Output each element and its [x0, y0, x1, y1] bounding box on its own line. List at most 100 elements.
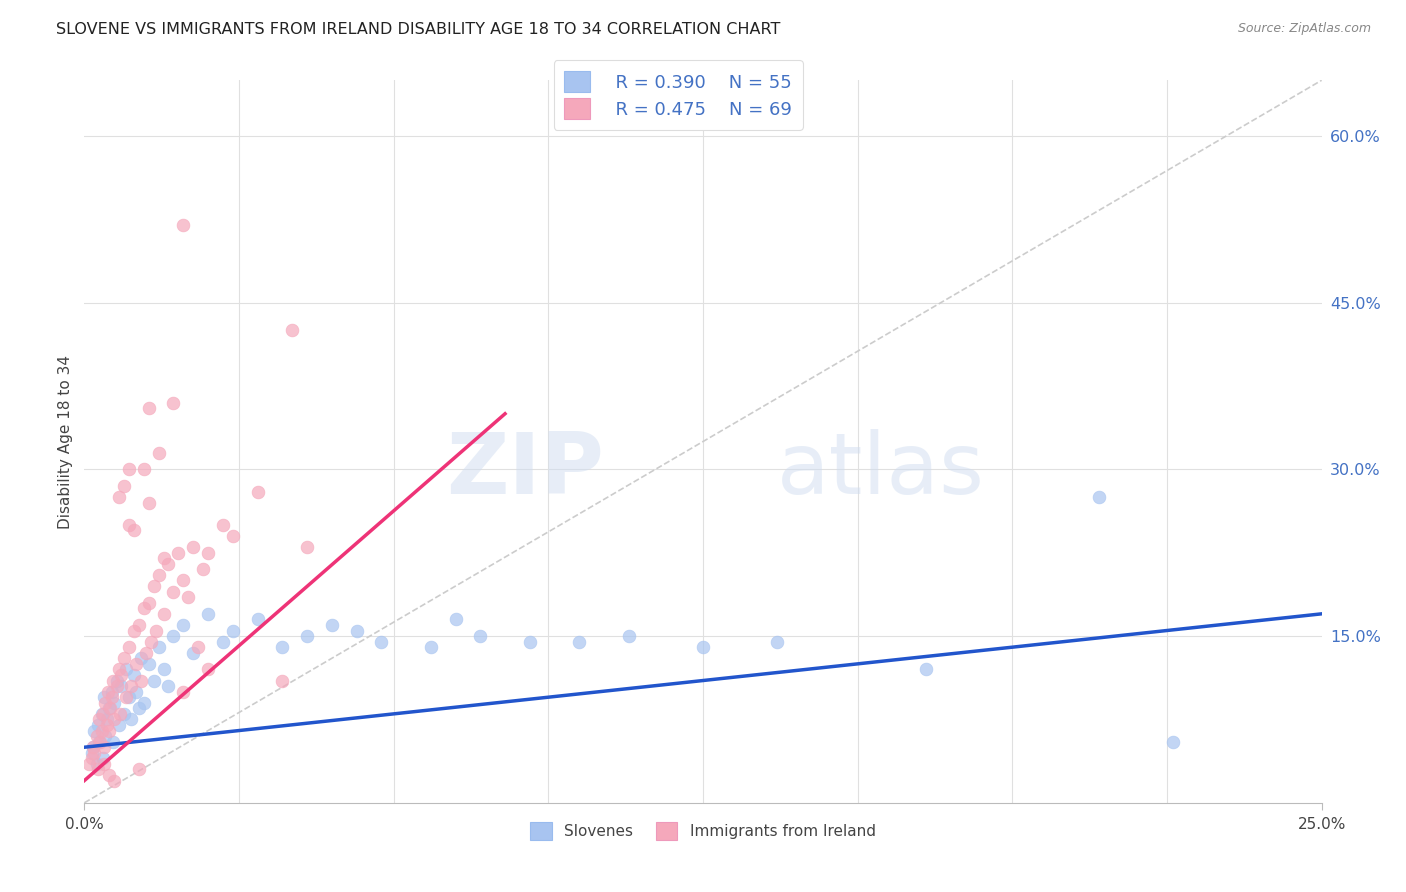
Point — [122, 524, 145, 538]
Point — [80, 746, 103, 760]
Point — [103, 696, 125, 710]
Text: ZIP: ZIP — [446, 429, 605, 512]
Point — [83, 723, 105, 738]
Point — [132, 601, 155, 615]
Point — [197, 546, 219, 560]
Point — [129, 651, 152, 665]
Point — [118, 517, 141, 532]
Point — [222, 624, 245, 638]
Point — [112, 479, 135, 493]
Point — [98, 723, 121, 738]
Point — [103, 773, 125, 788]
Point — [172, 618, 194, 632]
Point — [281, 323, 304, 337]
Point — [94, 729, 117, 743]
Point — [98, 768, 121, 782]
Point — [222, 529, 245, 543]
Point — [295, 540, 318, 554]
Point — [197, 607, 219, 621]
Point — [181, 646, 204, 660]
Point — [444, 612, 467, 626]
Point — [162, 395, 184, 409]
Point — [128, 763, 150, 777]
Point — [89, 734, 111, 748]
Point — [177, 590, 200, 604]
Point — [98, 701, 121, 715]
Point — [96, 713, 118, 727]
Point — [100, 684, 122, 698]
Point — [118, 690, 141, 705]
Point — [93, 756, 115, 771]
Point — [152, 607, 174, 621]
Point — [187, 640, 209, 655]
Point — [138, 401, 160, 416]
Point — [148, 445, 170, 459]
Point — [118, 462, 141, 476]
Point — [172, 684, 194, 698]
Y-axis label: Disability Age 18 to 34: Disability Age 18 to 34 — [58, 354, 73, 529]
Point — [110, 679, 132, 693]
Point — [157, 679, 180, 693]
Point — [138, 596, 160, 610]
Point — [181, 540, 204, 554]
Point — [108, 662, 131, 676]
Point — [1161, 734, 1184, 748]
Point — [138, 496, 160, 510]
Point — [321, 618, 343, 632]
Point — [91, 751, 114, 765]
Point — [120, 713, 142, 727]
Point — [93, 690, 115, 705]
Point — [125, 684, 148, 698]
Point — [101, 673, 124, 688]
Point — [86, 756, 108, 771]
Point — [212, 634, 235, 648]
Point — [162, 584, 184, 599]
Point — [90, 723, 112, 738]
Point — [191, 562, 214, 576]
Text: SLOVENE VS IMMIGRANTS FROM IRELAND DISABILITY AGE 18 TO 34 CORRELATION CHART: SLOVENE VS IMMIGRANTS FROM IRELAND DISAB… — [56, 22, 780, 37]
Point — [90, 706, 112, 721]
Point — [128, 618, 150, 632]
Point — [89, 734, 111, 748]
Point — [148, 568, 170, 582]
Point — [1088, 490, 1111, 504]
Point — [122, 624, 145, 638]
Point — [132, 696, 155, 710]
Point — [142, 673, 165, 688]
Point — [145, 624, 167, 638]
Point — [105, 679, 128, 693]
Point — [141, 634, 163, 648]
Point — [914, 662, 936, 676]
Point — [100, 690, 122, 705]
Point — [87, 763, 110, 777]
Point — [120, 679, 142, 693]
Point — [97, 684, 120, 698]
Point — [152, 662, 174, 676]
Point — [112, 706, 135, 721]
Point — [105, 673, 128, 688]
Point — [246, 484, 269, 499]
Point — [370, 634, 392, 648]
Point — [172, 218, 194, 232]
Point — [122, 668, 145, 682]
Point — [93, 740, 115, 755]
Point — [172, 574, 194, 588]
Point — [271, 673, 294, 688]
Point — [167, 546, 190, 560]
Point — [346, 624, 368, 638]
Point — [87, 718, 110, 732]
Text: atlas: atlas — [778, 429, 986, 512]
Point — [91, 706, 114, 721]
Point — [89, 713, 111, 727]
Point — [766, 634, 789, 648]
Point — [115, 690, 138, 705]
Point — [94, 696, 117, 710]
Point — [568, 634, 591, 648]
Point — [80, 751, 103, 765]
Point — [125, 657, 148, 671]
Point — [246, 612, 269, 626]
Point — [419, 640, 441, 655]
Point — [135, 646, 157, 660]
Point — [118, 640, 141, 655]
Point — [108, 718, 131, 732]
